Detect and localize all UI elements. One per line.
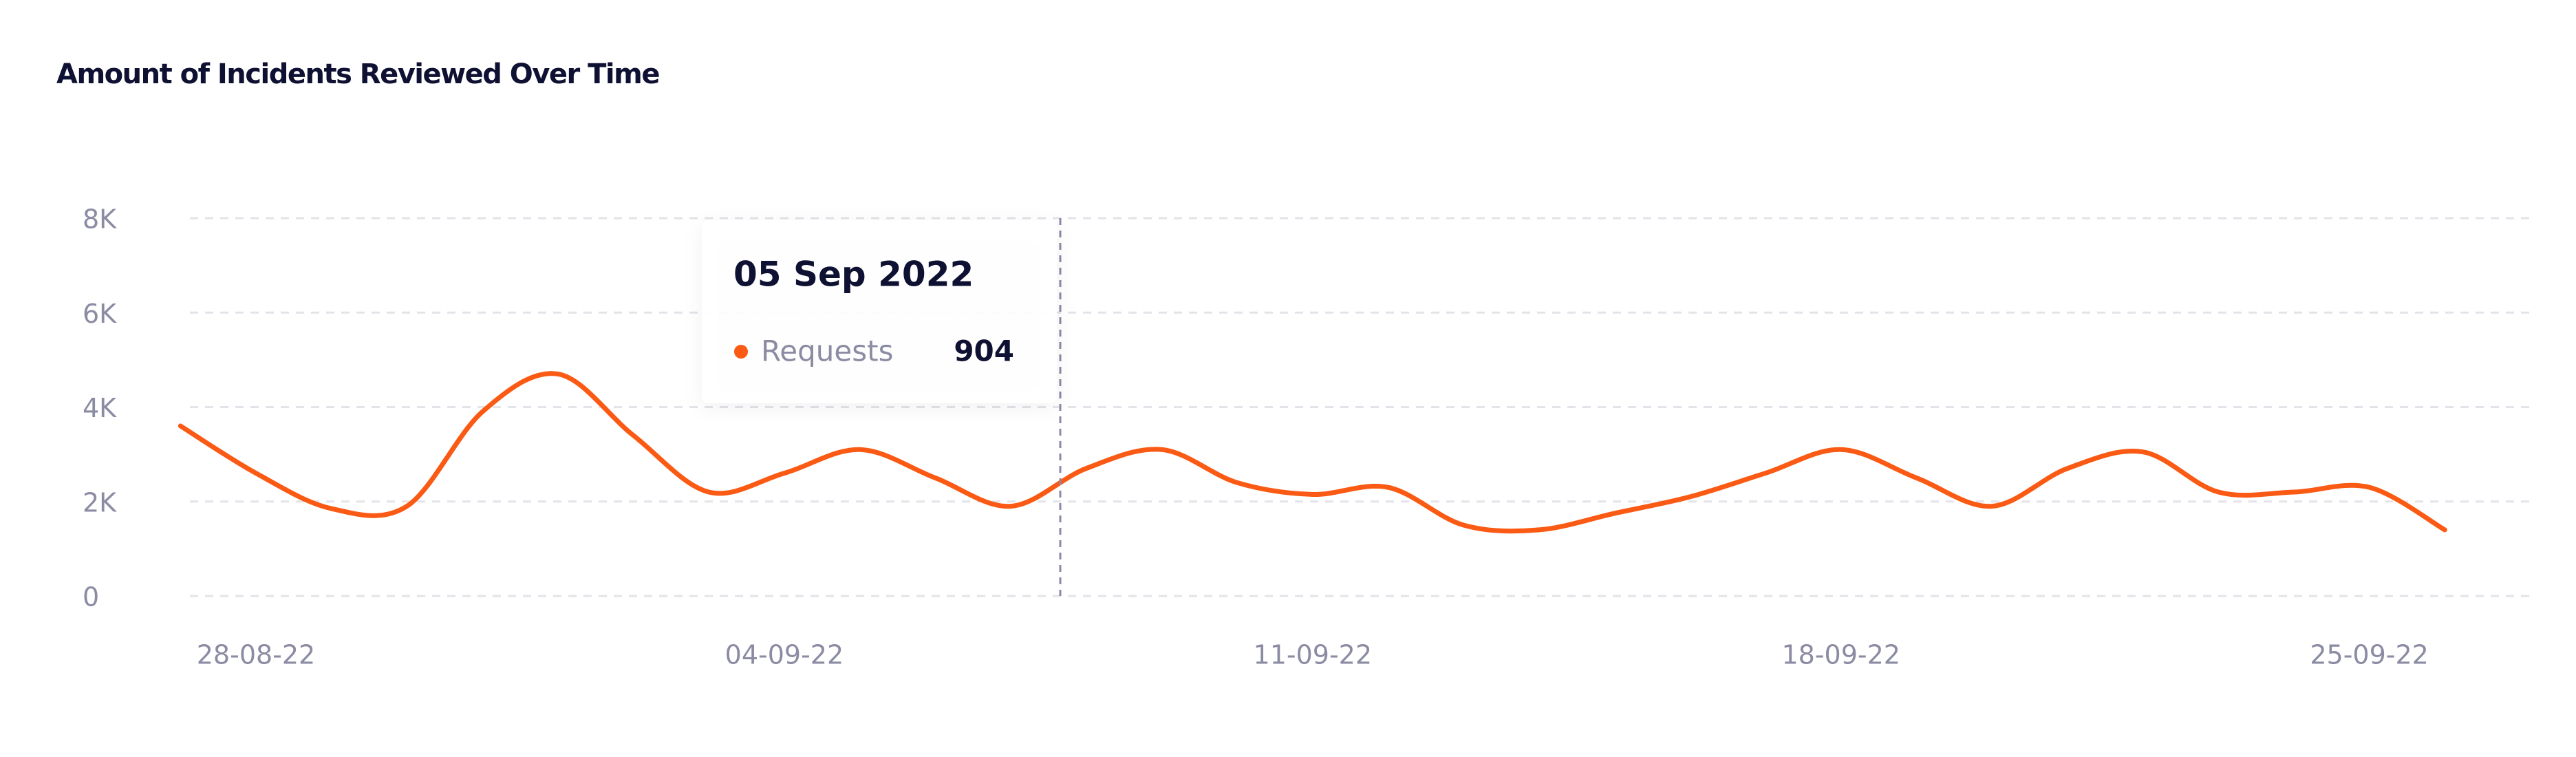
y-tick-label: 4K bbox=[83, 393, 117, 423]
x-tick-label: 18-09-22 bbox=[1781, 640, 1900, 670]
chart-title: Amount of Incidents Reviewed Over Time bbox=[56, 58, 659, 90]
plot bbox=[178, 371, 2447, 534]
y-tick-label: 2K bbox=[83, 487, 117, 518]
tooltip-title: 05 Sep 2022 bbox=[733, 255, 974, 295]
tooltip-value: 904 bbox=[954, 334, 1014, 368]
x-tick-label: 28-08-22 bbox=[197, 640, 315, 670]
y-tick-label: 0 bbox=[83, 582, 99, 612]
x-tick-label: 04-09-22 bbox=[725, 640, 844, 670]
x-tick-label: 25-09-22 bbox=[2310, 640, 2428, 670]
grid: 0 2K 4K 6K 8K 28-08-22 04-09-22 11-09-22 18-09-2… bbox=[83, 204, 2530, 670]
tooltip-box bbox=[702, 220, 1057, 403]
y-tick-label: 8K bbox=[83, 204, 117, 235]
tooltip: 05 Sep 2022 Requests 904 bbox=[702, 220, 1057, 403]
tooltip-label: Requests bbox=[761, 334, 894, 368]
x-tick-label: 11-09-22 bbox=[1254, 640, 1372, 670]
line-series bbox=[178, 371, 2447, 534]
y-tick-label: 6K bbox=[83, 299, 117, 329]
tooltip-dot bbox=[734, 345, 748, 359]
